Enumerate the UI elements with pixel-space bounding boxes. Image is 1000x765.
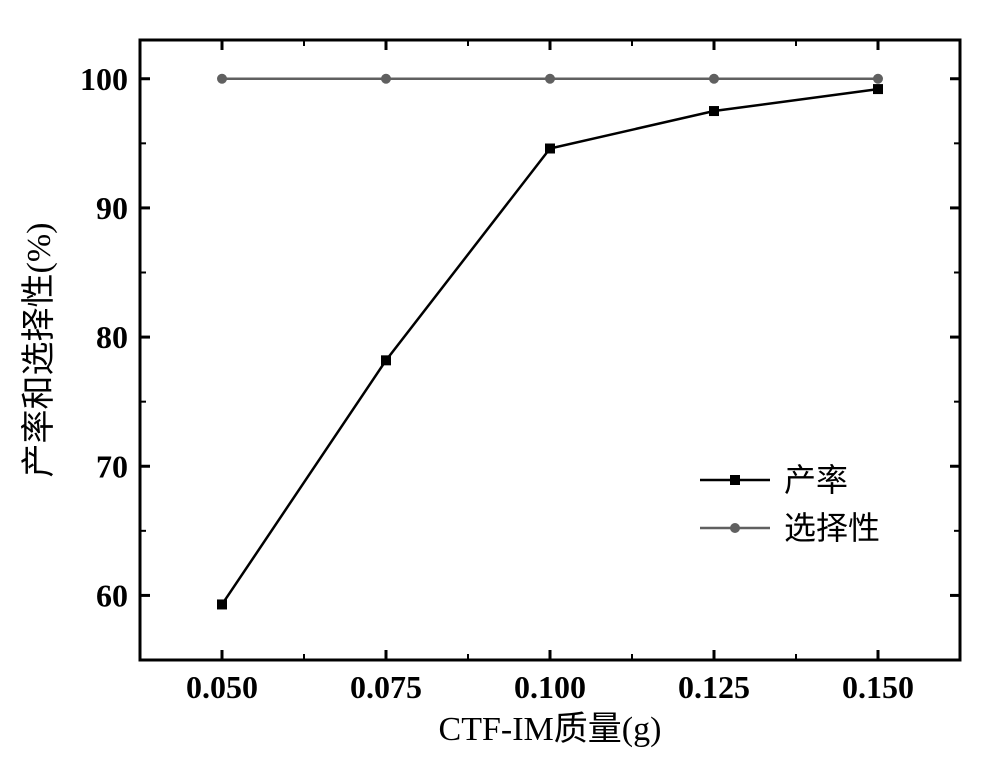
y-tick-label: 80 — [96, 319, 128, 355]
series-marker-1 — [545, 74, 555, 84]
x-tick-label: 0.050 — [186, 669, 258, 705]
series-marker-1 — [381, 74, 391, 84]
x-tick-label: 0.150 — [842, 669, 914, 705]
legend-label-1: 选择性 — [784, 510, 880, 546]
x-tick-label: 0.100 — [514, 669, 586, 705]
legend-marker-0 — [730, 475, 740, 485]
legend-label-0: 产率 — [784, 462, 848, 498]
series-marker-0 — [381, 355, 391, 365]
y-tick-label: 100 — [80, 61, 128, 97]
series-marker-0 — [217, 599, 227, 609]
chart-svg: 0.050 0.075 0.100 0.125 0.150 60 70 80 90 100 CTF-… — [0, 0, 1000, 765]
chart-background — [0, 0, 1000, 765]
y-tick-label: 70 — [96, 448, 128, 484]
series-marker-1 — [709, 74, 719, 84]
y-tick-label: 60 — [96, 577, 128, 613]
x-tick-label: 0.125 — [678, 669, 750, 705]
series-marker-0 — [709, 106, 719, 116]
series-marker-0 — [545, 144, 555, 154]
x-tick-label: 0.075 — [350, 669, 422, 705]
legend-marker-1 — [730, 523, 740, 533]
y-tick-label: 90 — [96, 190, 128, 226]
series-marker-1 — [873, 74, 883, 84]
series-marker-1 — [217, 74, 227, 84]
x-axis-label: CTF-IM质量(g) — [439, 711, 662, 748]
chart-container: 0.050 0.075 0.100 0.125 0.150 60 70 80 90 100 CTF-… — [0, 0, 1000, 765]
y-axis-label: 产率和选择性(%) — [20, 223, 58, 478]
series-marker-0 — [873, 84, 883, 94]
